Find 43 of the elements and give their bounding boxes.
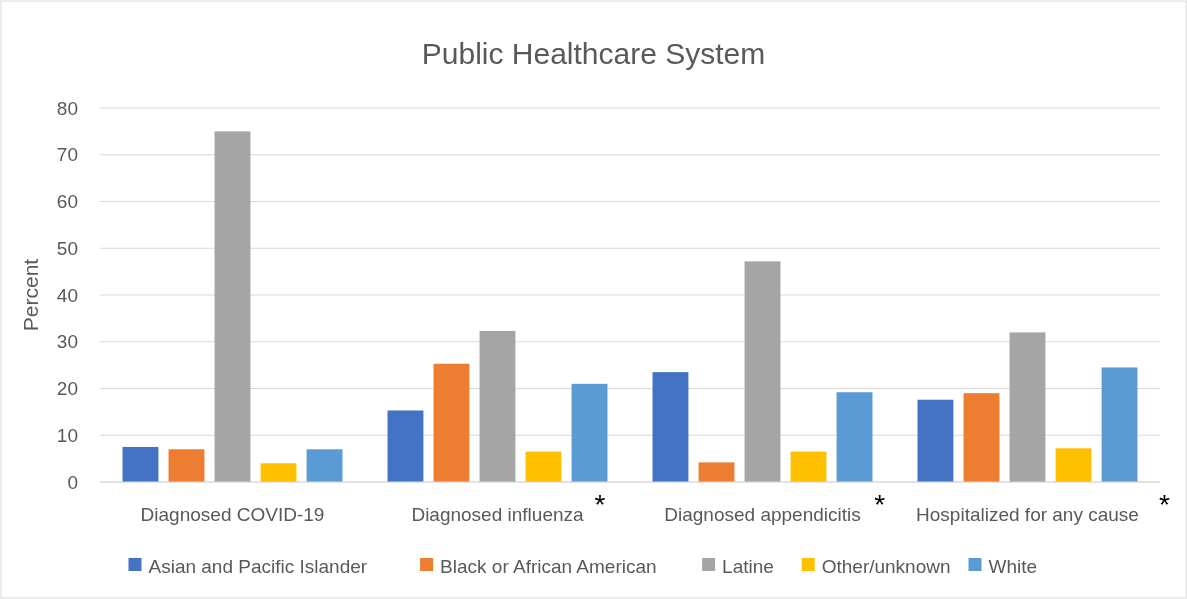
text: * (874, 489, 886, 520)
legend-label: Latine (722, 555, 774, 577)
text: * (1158, 489, 1170, 520)
y-tick-label: 0 (67, 471, 78, 493)
y-tick-label: 50 (56, 237, 78, 259)
text: * (594, 489, 606, 520)
y-axis-title: Percent (19, 258, 42, 332)
legend-label: Black or African American (440, 555, 657, 577)
bar (433, 363, 470, 482)
bar (652, 372, 689, 482)
legend-label: White (988, 555, 1038, 577)
bar (122, 446, 159, 482)
bar (571, 383, 608, 482)
bar (790, 451, 827, 482)
bar (698, 462, 735, 482)
bar (963, 393, 1000, 482)
bar (917, 399, 954, 482)
bar (260, 463, 297, 482)
y-tick-label: 70 (56, 144, 78, 166)
bar (306, 449, 343, 482)
y-tick-label: 60 (56, 191, 78, 213)
y-tick-label: 80 (56, 97, 78, 119)
bar (836, 392, 873, 482)
x-tick-label: Diagnosed appendicitis (664, 504, 861, 525)
x-tick-label: Diagnosed influenza (411, 504, 585, 525)
bar (1055, 448, 1092, 482)
x-tick-label: Hospitalized for any cause (916, 504, 1139, 525)
bar (525, 451, 562, 482)
y-tick-label: 40 (56, 284, 78, 306)
y-tick-label: 20 (56, 378, 78, 400)
bar (214, 131, 251, 482)
y-tick-label: 10 (56, 424, 78, 446)
bar (387, 410, 424, 482)
bar (744, 261, 781, 482)
bar (1009, 332, 1046, 482)
y-tick-label: 30 (56, 331, 78, 353)
x-tick-label: Diagnosed COVID-19 (140, 504, 325, 525)
bar (479, 331, 516, 482)
chart-title: Public Healthcare System (421, 37, 766, 70)
legend-label: Asian and Pacific Islander (148, 555, 368, 577)
bar (168, 449, 205, 482)
bar (1101, 367, 1138, 482)
legend-label: Other/unknown (821, 555, 951, 577)
